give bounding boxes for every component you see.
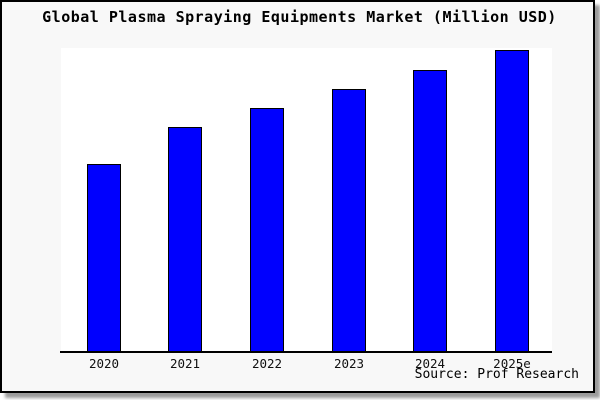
plot-area [61, 48, 552, 352]
source-note: Source: Prof Research [414, 367, 579, 382]
bar-2023 [332, 89, 366, 352]
chart-frame: Global Plasma Spraying Equipments Market… [0, 0, 595, 393]
x-tick-label-2022: 2022 [251, 356, 283, 371]
x-tick-label-2025e: 2025e [493, 356, 531, 371]
x-tick-label-2021: 2021 [169, 356, 201, 371]
bar-2021 [168, 127, 202, 352]
x-tick-label-2023: 2023 [333, 356, 365, 371]
bar-2020 [87, 164, 121, 352]
bar-2024 [413, 70, 447, 352]
bar-2025e [495, 50, 529, 352]
bar-2022 [250, 108, 284, 352]
chart-title: Global Plasma Spraying Equipments Market… [42, 8, 557, 26]
x-tick-label-2020: 2020 [88, 356, 120, 371]
x-tick-label-2024: 2024 [414, 356, 446, 371]
x-axis-line [60, 351, 552, 353]
